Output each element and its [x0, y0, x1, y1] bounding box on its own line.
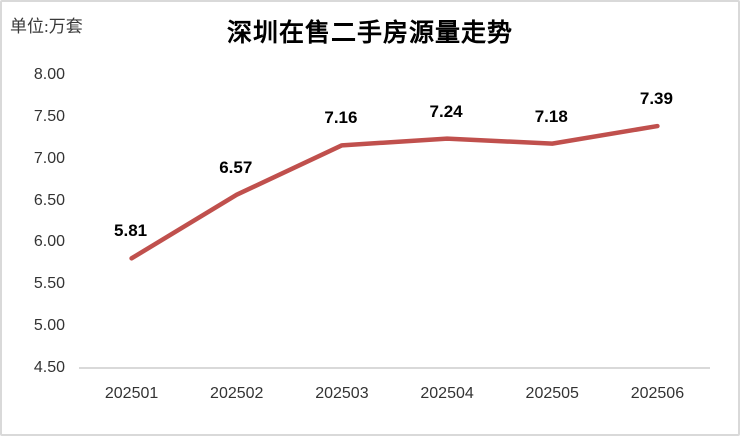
y-axis-tick-label: 5.50 [33, 275, 65, 293]
y-axis-tick-label: 8.00 [33, 66, 65, 83]
trend-line [129, 123, 660, 261]
x-axis-tick-label: 202504 [420, 385, 474, 402]
x-axis-tick-label: 202506 [630, 385, 685, 402]
unit-label: 单位:万套 [10, 17, 83, 36]
y-axis-tick-label: 5.00 [33, 317, 65, 335]
data-label: 5.81 [114, 221, 148, 241]
y-axis-tick-label: 7.50 [33, 107, 65, 125]
data-label: 7.16 [324, 108, 358, 128]
y-axis-tick-label: 4.50 [33, 359, 65, 376]
data-label: 7.39 [639, 89, 673, 109]
y-axis-tick-label: 6.00 [33, 233, 65, 251]
data-label: 7.24 [429, 101, 463, 121]
chart-title: 深圳在售二手房源量走势 [226, 20, 513, 47]
x-axis-tick-label: 202505 [525, 385, 579, 402]
x-axis-tick-label: 202503 [315, 385, 369, 402]
x-axis-tick-label: 202501 [104, 385, 159, 402]
y-axis-tick-label: 7.00 [33, 149, 65, 167]
data-label: 6.57 [219, 157, 253, 177]
data-label: 7.18 [534, 106, 568, 126]
y-axis-tick-label: 6.50 [33, 191, 65, 209]
x-axis-tick-label: 202502 [210, 385, 264, 402]
